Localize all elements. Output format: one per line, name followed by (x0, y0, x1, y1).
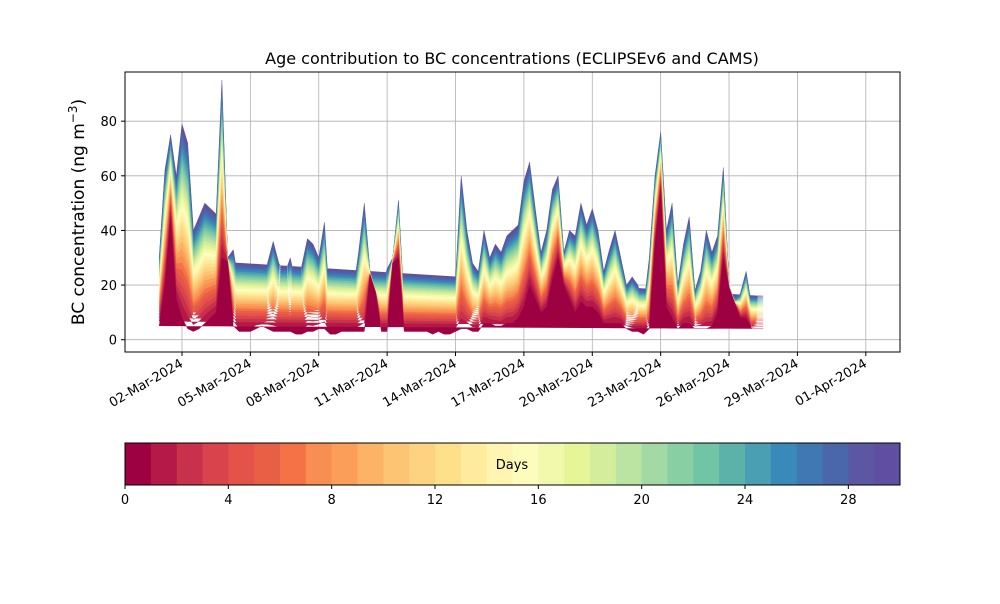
x-tick-label: 29-Mar-2024 (722, 356, 801, 410)
chart-title: Age contribution to BC concentrations (E… (265, 49, 759, 68)
colorbar-swatch (460, 443, 488, 485)
stacked-areas (159, 80, 764, 335)
colorbar-swatch (383, 443, 410, 485)
y-tick-label: 20 (100, 279, 117, 294)
colorbar-tick-label: 28 (840, 493, 857, 508)
colorbar-tick-label: 12 (427, 493, 444, 508)
y-tick-label: 40 (100, 224, 117, 239)
y-axis-ticks: 0 20 40 60 80 (100, 115, 125, 349)
colorbar-ticks: 0 4 8 12 16 20 24 28 (121, 485, 857, 508)
colorbar-swatch (874, 443, 901, 485)
colorbar-swatch (150, 443, 178, 485)
colorbar-swatch (202, 443, 229, 485)
x-tick-label: 26-Mar-2024 (654, 356, 733, 410)
colorbar-swatch (641, 443, 668, 485)
x-tick-label: 02-Mar-2024 (107, 356, 186, 410)
y-tick-label: 80 (100, 115, 117, 130)
colorbar-swatch (590, 443, 617, 485)
colorbar-tick-label: 8 (328, 493, 336, 508)
colorbar-swatch (280, 443, 307, 485)
x-tick-label: 08-Mar-2024 (244, 356, 323, 410)
colorbar-swatch (512, 443, 539, 485)
colorbar-tick-label: 4 (224, 493, 232, 508)
colorbar-swatch (667, 443, 694, 485)
colorbar-swatch (719, 443, 746, 485)
y-axis-label-text: BC concentration (ng m (69, 123, 89, 325)
colorbar-swatch (357, 443, 384, 485)
colorbar-swatch (796, 443, 823, 485)
colorbar-swatch (176, 443, 203, 485)
x-tick-label: 11-Mar-2024 (312, 356, 391, 410)
colorbar-swatch (409, 443, 436, 485)
y-axis-label: BC concentration (ng m−3) (66, 99, 89, 325)
colorbar-swatch (693, 443, 720, 485)
colorbar (125, 443, 901, 485)
colorbar-swatch (331, 443, 358, 485)
colorbar-swatch (615, 443, 643, 485)
x-tick-label: 23-Mar-2024 (586, 356, 665, 410)
colorbar-tick-label: 24 (737, 493, 754, 508)
y-axis-label-close: ) (69, 99, 89, 106)
colorbar-tick-label: 20 (633, 493, 650, 508)
plot-frame (124, 71, 901, 353)
colorbar-swatch (125, 443, 152, 485)
colorbar-label: Days (496, 458, 529, 473)
colorbar-swatch (228, 443, 255, 485)
x-axis-ticks: 02-Mar-202405-Mar-202408-Mar-202411-Mar-… (107, 352, 870, 411)
area-layer-day-0 (159, 189, 764, 335)
y-tick-label: 0 (109, 334, 117, 349)
colorbar-swatch (822, 443, 849, 485)
colorbar-swatch (435, 443, 462, 485)
x-tick-label: 20-Mar-2024 (517, 356, 596, 410)
colorbar-swatch (305, 443, 333, 485)
x-tick-label: 14-Mar-2024 (380, 356, 459, 410)
colorbar-swatch (564, 443, 591, 485)
y-tick-label: 60 (100, 170, 117, 185)
colorbar-swatch (848, 443, 875, 485)
colorbar-tick-label: 16 (530, 493, 547, 508)
x-tick-label: 17-Mar-2024 (449, 356, 528, 410)
colorbar-swatch (254, 443, 281, 485)
colorbar-frame (124, 442, 901, 486)
colorbar-swatch (770, 443, 798, 485)
x-tick-label: 01-Apr-2024 (793, 356, 870, 409)
colorbar-swatch (745, 443, 772, 485)
colorbar-swatch (486, 443, 513, 485)
colorbar-tick-label: 0 (121, 493, 129, 508)
x-tick-label: 05-Mar-2024 (175, 356, 254, 410)
y-axis-label-exponent: −3 (66, 105, 80, 123)
colorbar-swatch (538, 443, 565, 485)
